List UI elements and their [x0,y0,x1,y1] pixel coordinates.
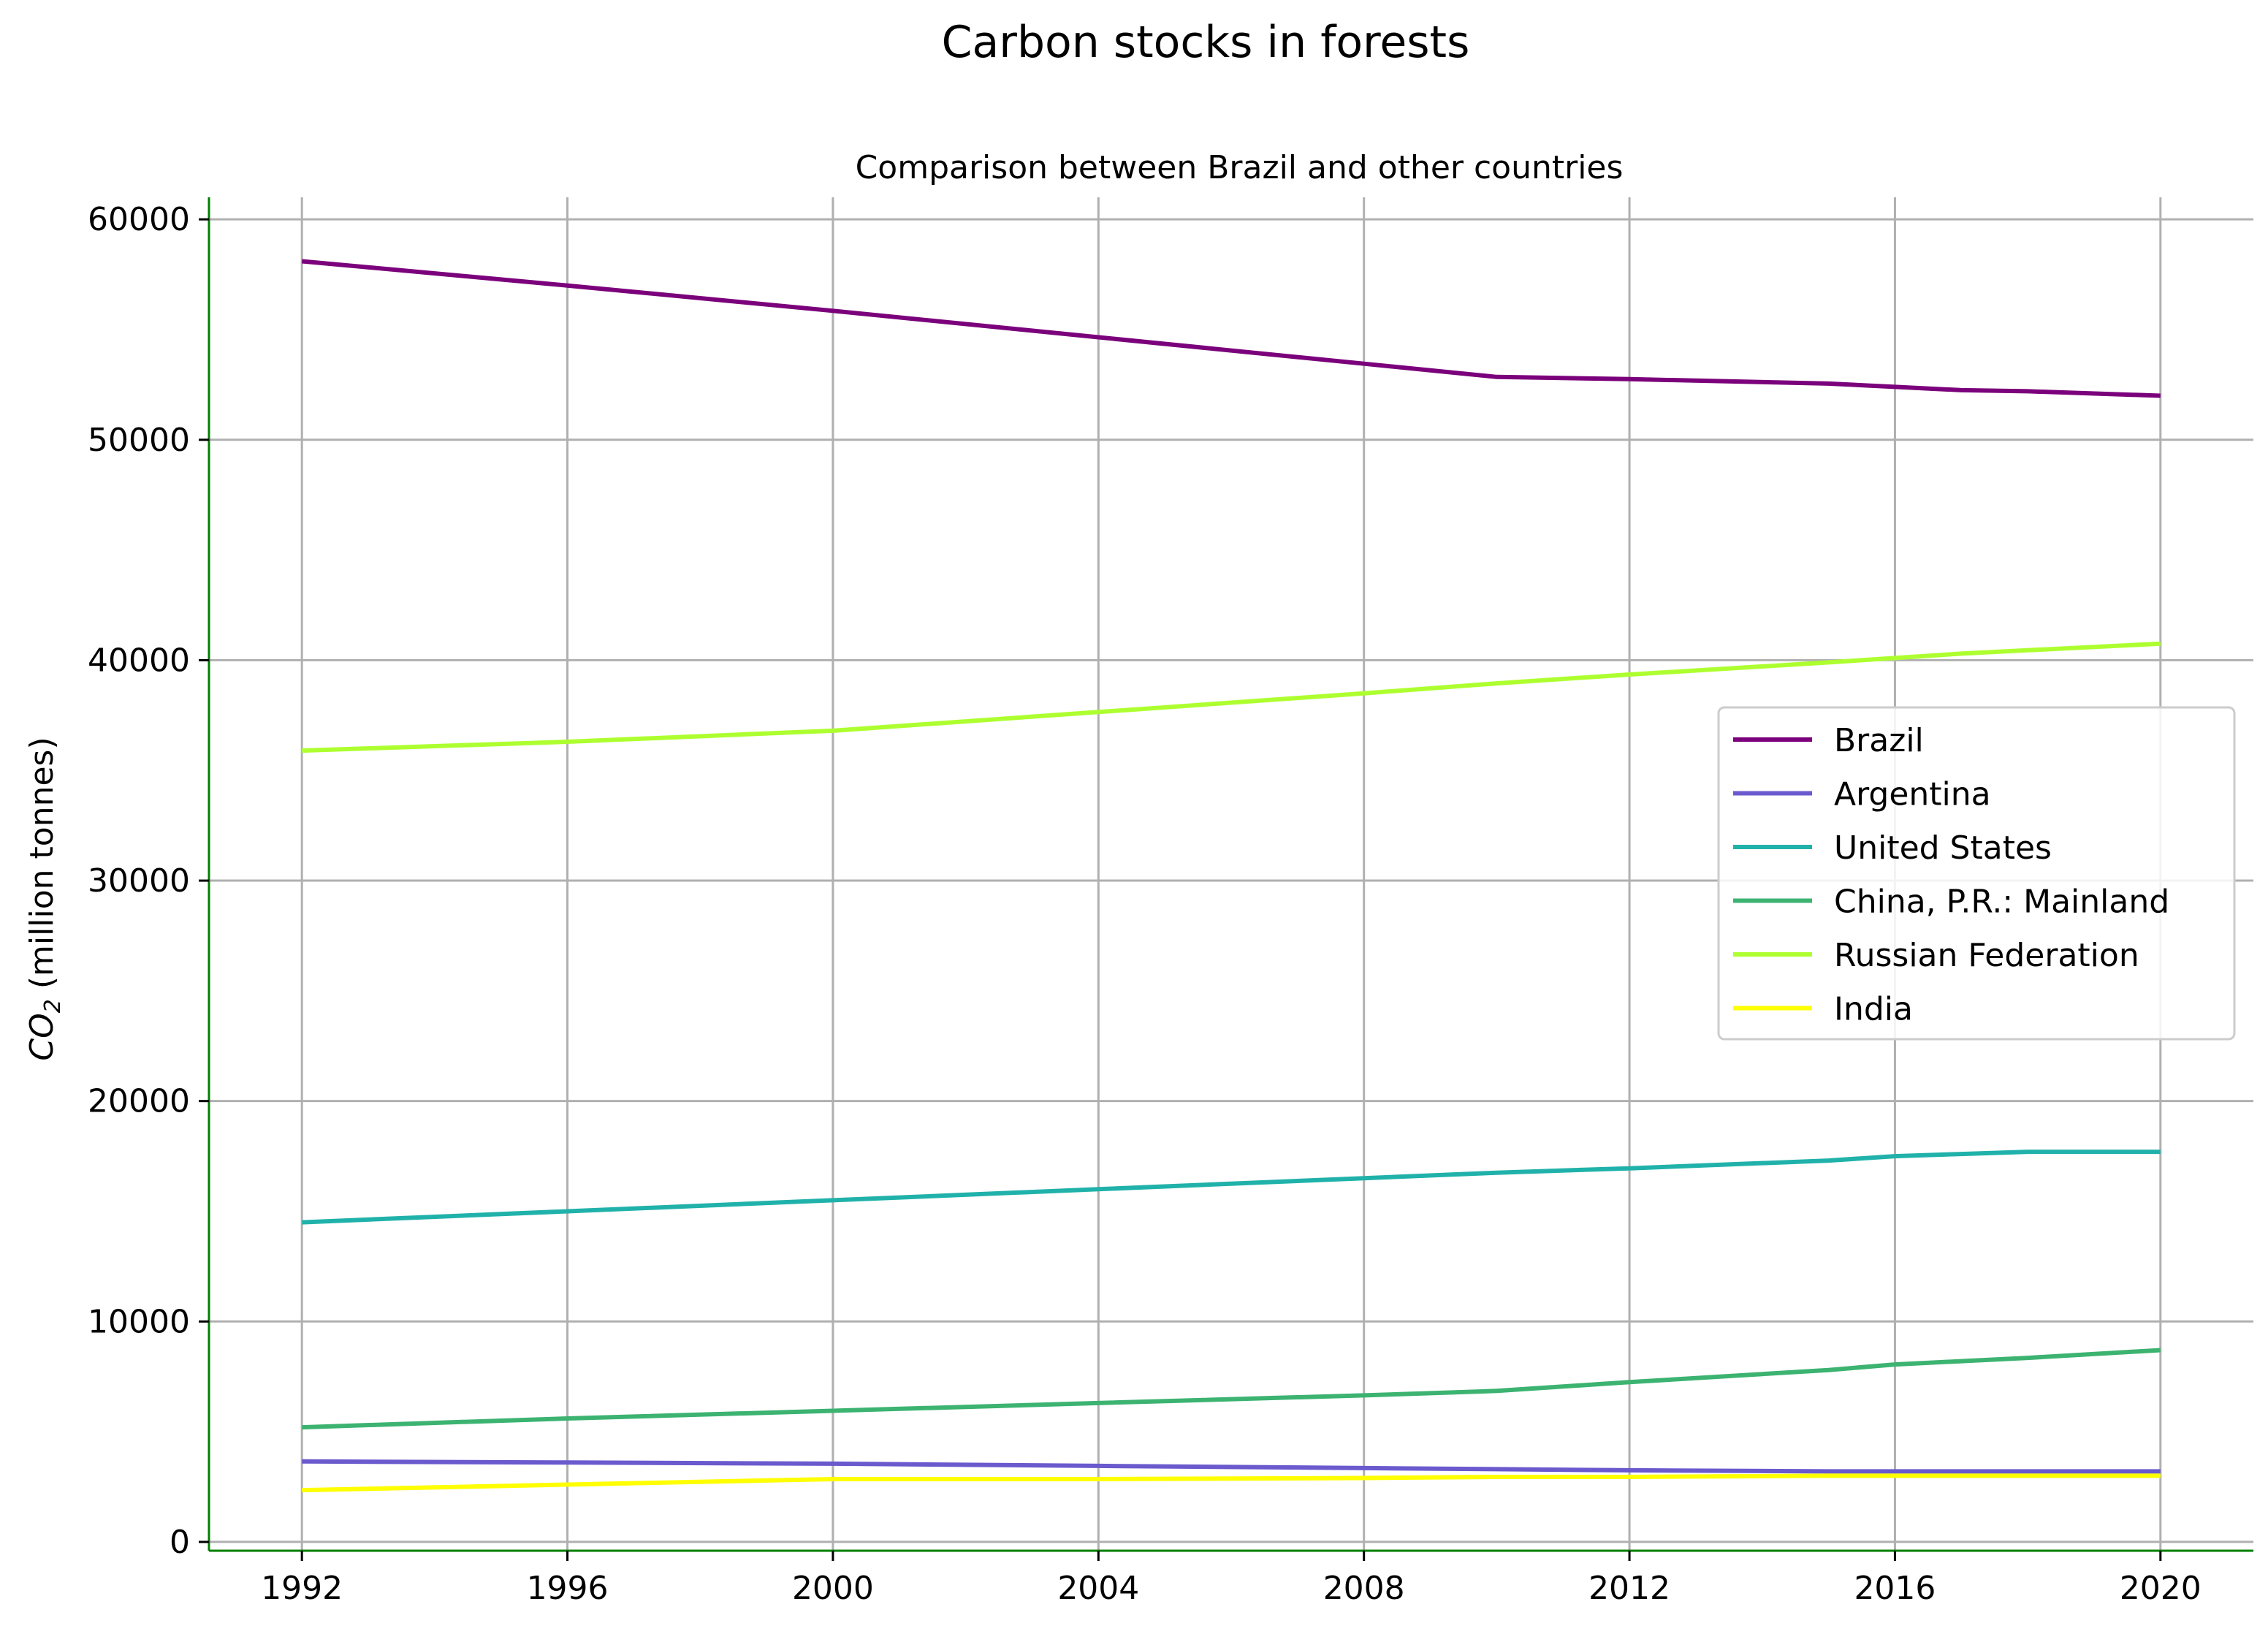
y-axis-label: CO2 (million tonnes) [23,737,66,1060]
y-ticks: 0 10000 20000 30000 40000 50000 60000 [88,201,209,1561]
y-tick-label: 60000 [88,201,190,238]
series-line-united-states [302,1150,2161,1225]
y-tick-label: 0 [170,1524,190,1561]
chart-title: Carbon stocks in forests [942,17,1470,68]
series-line-argentina [302,1459,2161,1474]
series-lines [301,259,2161,1493]
grid [209,197,2253,1551]
legend: Brazil Argentina United States China, P.R.:… [1717,706,2236,1041]
series-line-russian-federation [302,641,2161,753]
legend-label: Russian Federation [1834,937,2139,974]
y-axis-label-unit: (million tonnes) [23,737,61,999]
y-axis-label-symbol: CO [23,1013,61,1060]
y-tick-label: 50000 [88,422,190,459]
x-ticks: 1992 1996 2000 2004 2008 2012 2016 2020 [261,1551,2202,1607]
y-tick-label: 30000 [88,862,190,900]
x-tick-label: 2012 [1588,1570,1670,1607]
legend-box [1717,706,2236,1041]
series-line-china-p-r-mainland [302,1348,2161,1430]
x-tick-label: 2016 [1854,1570,1936,1607]
series-line-brazil [301,259,2161,398]
legend-label: China, P.R.: Mainland [1834,884,2169,921]
chart-subtitle: Comparison between Brazil and other coun… [856,149,1624,186]
legend-label: India [1834,991,1913,1028]
x-tick-label: 2004 [1057,1570,1139,1607]
y-axis-label-subscript: 2 [40,999,66,1013]
y-tick-label: 40000 [88,642,190,679]
x-tick-label: 1992 [261,1570,343,1607]
x-tick-label: 1996 [527,1570,609,1607]
series-line-india [302,1473,2161,1493]
y-tick-label: 10000 [88,1303,190,1340]
legend-items: Brazil Argentina United States China, P.R.:… [1733,722,2169,1028]
x-tick-label: 2008 [1323,1570,1405,1607]
legend-label: Argentina [1834,776,1991,813]
legend-label: Brazil [1834,722,1924,759]
legend-label: United States [1834,829,2052,867]
x-tick-label: 2020 [2120,1570,2202,1607]
x-tick-label: 2000 [792,1570,874,1607]
y-tick-label: 20000 [88,1083,190,1120]
